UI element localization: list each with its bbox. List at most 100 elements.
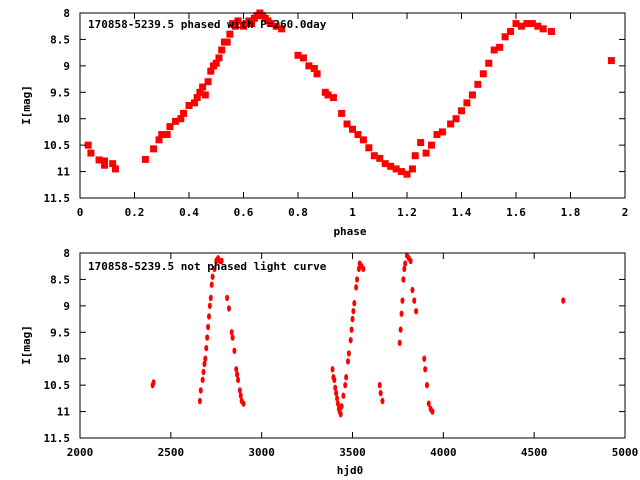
data-point bbox=[348, 337, 353, 344]
data-point bbox=[343, 381, 348, 389]
data-point bbox=[398, 168, 406, 176]
data-point bbox=[381, 160, 389, 168]
data-point bbox=[111, 165, 119, 173]
y-tick-label: 9.5 bbox=[50, 86, 70, 99]
x-tick-label: 3500 bbox=[339, 446, 366, 459]
data-point bbox=[171, 117, 179, 125]
data-point bbox=[234, 17, 242, 25]
data-point bbox=[365, 144, 373, 152]
data-point bbox=[219, 257, 224, 265]
data-point bbox=[193, 94, 201, 102]
data-point bbox=[474, 80, 482, 88]
data-point bbox=[202, 360, 207, 368]
data-point bbox=[87, 149, 95, 157]
x-tick-label: 2 bbox=[622, 206, 629, 219]
data-point bbox=[206, 313, 211, 320]
data-point bbox=[403, 170, 411, 178]
data-point bbox=[468, 91, 476, 99]
data-point bbox=[215, 54, 223, 62]
data-point bbox=[424, 381, 429, 389]
data-point bbox=[210, 273, 215, 280]
data-point bbox=[501, 33, 509, 41]
x-tick-label: 1.4 bbox=[452, 206, 472, 219]
data-point bbox=[335, 395, 340, 402]
unphased-plot-ylabel: I[mag] bbox=[20, 325, 33, 365]
y-tick-label: 8.5 bbox=[50, 33, 70, 46]
data-point bbox=[426, 400, 431, 407]
data-point bbox=[238, 392, 243, 399]
data-point bbox=[330, 366, 335, 373]
data-point bbox=[387, 162, 395, 170]
data-point bbox=[201, 368, 206, 376]
y-tick-label: 8 bbox=[63, 247, 70, 260]
x-tick-label: 4500 bbox=[521, 446, 548, 459]
data-point bbox=[237, 387, 242, 394]
x-tick-label: 2500 bbox=[158, 446, 185, 459]
data-point bbox=[408, 257, 413, 265]
data-point bbox=[412, 297, 417, 304]
data-point bbox=[479, 70, 487, 78]
y-tick-label: 10 bbox=[57, 353, 70, 366]
data-point bbox=[150, 145, 158, 153]
unphased-plot-title: 170858-5239.5 not phased light curve bbox=[88, 260, 327, 273]
data-point bbox=[248, 20, 256, 28]
y-tick-label: 11 bbox=[57, 166, 71, 179]
data-point bbox=[392, 165, 400, 173]
data-point bbox=[355, 276, 360, 283]
data-point bbox=[209, 281, 214, 288]
data-point bbox=[346, 350, 351, 357]
data-point bbox=[399, 310, 404, 317]
data-point bbox=[166, 123, 174, 131]
unphased-plot-xlabel: hjd0 bbox=[337, 464, 364, 477]
x-tick-label: 0.2 bbox=[125, 206, 145, 219]
data-point bbox=[438, 128, 446, 136]
x-tick-label: 1.6 bbox=[506, 206, 526, 219]
data-point bbox=[534, 22, 542, 30]
data-point bbox=[361, 265, 366, 273]
data-point bbox=[109, 160, 117, 168]
data-point bbox=[241, 400, 246, 407]
y-tick-label: 10 bbox=[57, 113, 70, 126]
data-point bbox=[204, 78, 212, 86]
data-point bbox=[207, 67, 215, 75]
data-point bbox=[401, 276, 406, 283]
data-point bbox=[163, 131, 171, 139]
data-point bbox=[352, 300, 357, 307]
data-point bbox=[226, 30, 234, 38]
data-point bbox=[496, 43, 504, 51]
data-point bbox=[338, 411, 343, 418]
data-point bbox=[447, 120, 455, 128]
y-tick-label: 9 bbox=[63, 300, 70, 313]
data-point bbox=[158, 131, 166, 139]
data-point bbox=[408, 165, 416, 173]
data-point bbox=[334, 389, 339, 397]
data-point bbox=[414, 307, 419, 315]
data-point bbox=[206, 323, 211, 331]
data-point bbox=[229, 329, 234, 336]
data-point bbox=[329, 94, 337, 102]
data-point bbox=[231, 22, 239, 30]
data-point bbox=[417, 139, 425, 146]
data-point bbox=[225, 294, 230, 302]
phased-plot: I[mag] phase 0 0.2 0.4 0.6 0.8 1 1.2 1.4 1.6 1.8 2… bbox=[20, 7, 628, 238]
data-point bbox=[370, 152, 378, 160]
data-point bbox=[212, 265, 217, 273]
data-point bbox=[376, 154, 384, 162]
data-point bbox=[410, 286, 415, 294]
data-point bbox=[310, 65, 318, 72]
data-point bbox=[205, 334, 210, 341]
data-point bbox=[199, 83, 207, 91]
data-point bbox=[208, 294, 213, 302]
data-point bbox=[380, 397, 385, 405]
data-point bbox=[607, 57, 615, 65]
data-point bbox=[84, 141, 92, 149]
phased-plot-ylabel: I[mag] bbox=[20, 85, 33, 125]
data-point bbox=[349, 326, 354, 333]
data-point bbox=[204, 344, 209, 352]
data-point bbox=[236, 376, 241, 384]
x-tick-label: 1.2 bbox=[397, 206, 417, 219]
data-point bbox=[512, 20, 520, 28]
y-tick-label: 8.5 bbox=[50, 273, 70, 286]
x-tick-label: 0.4 bbox=[179, 206, 199, 219]
